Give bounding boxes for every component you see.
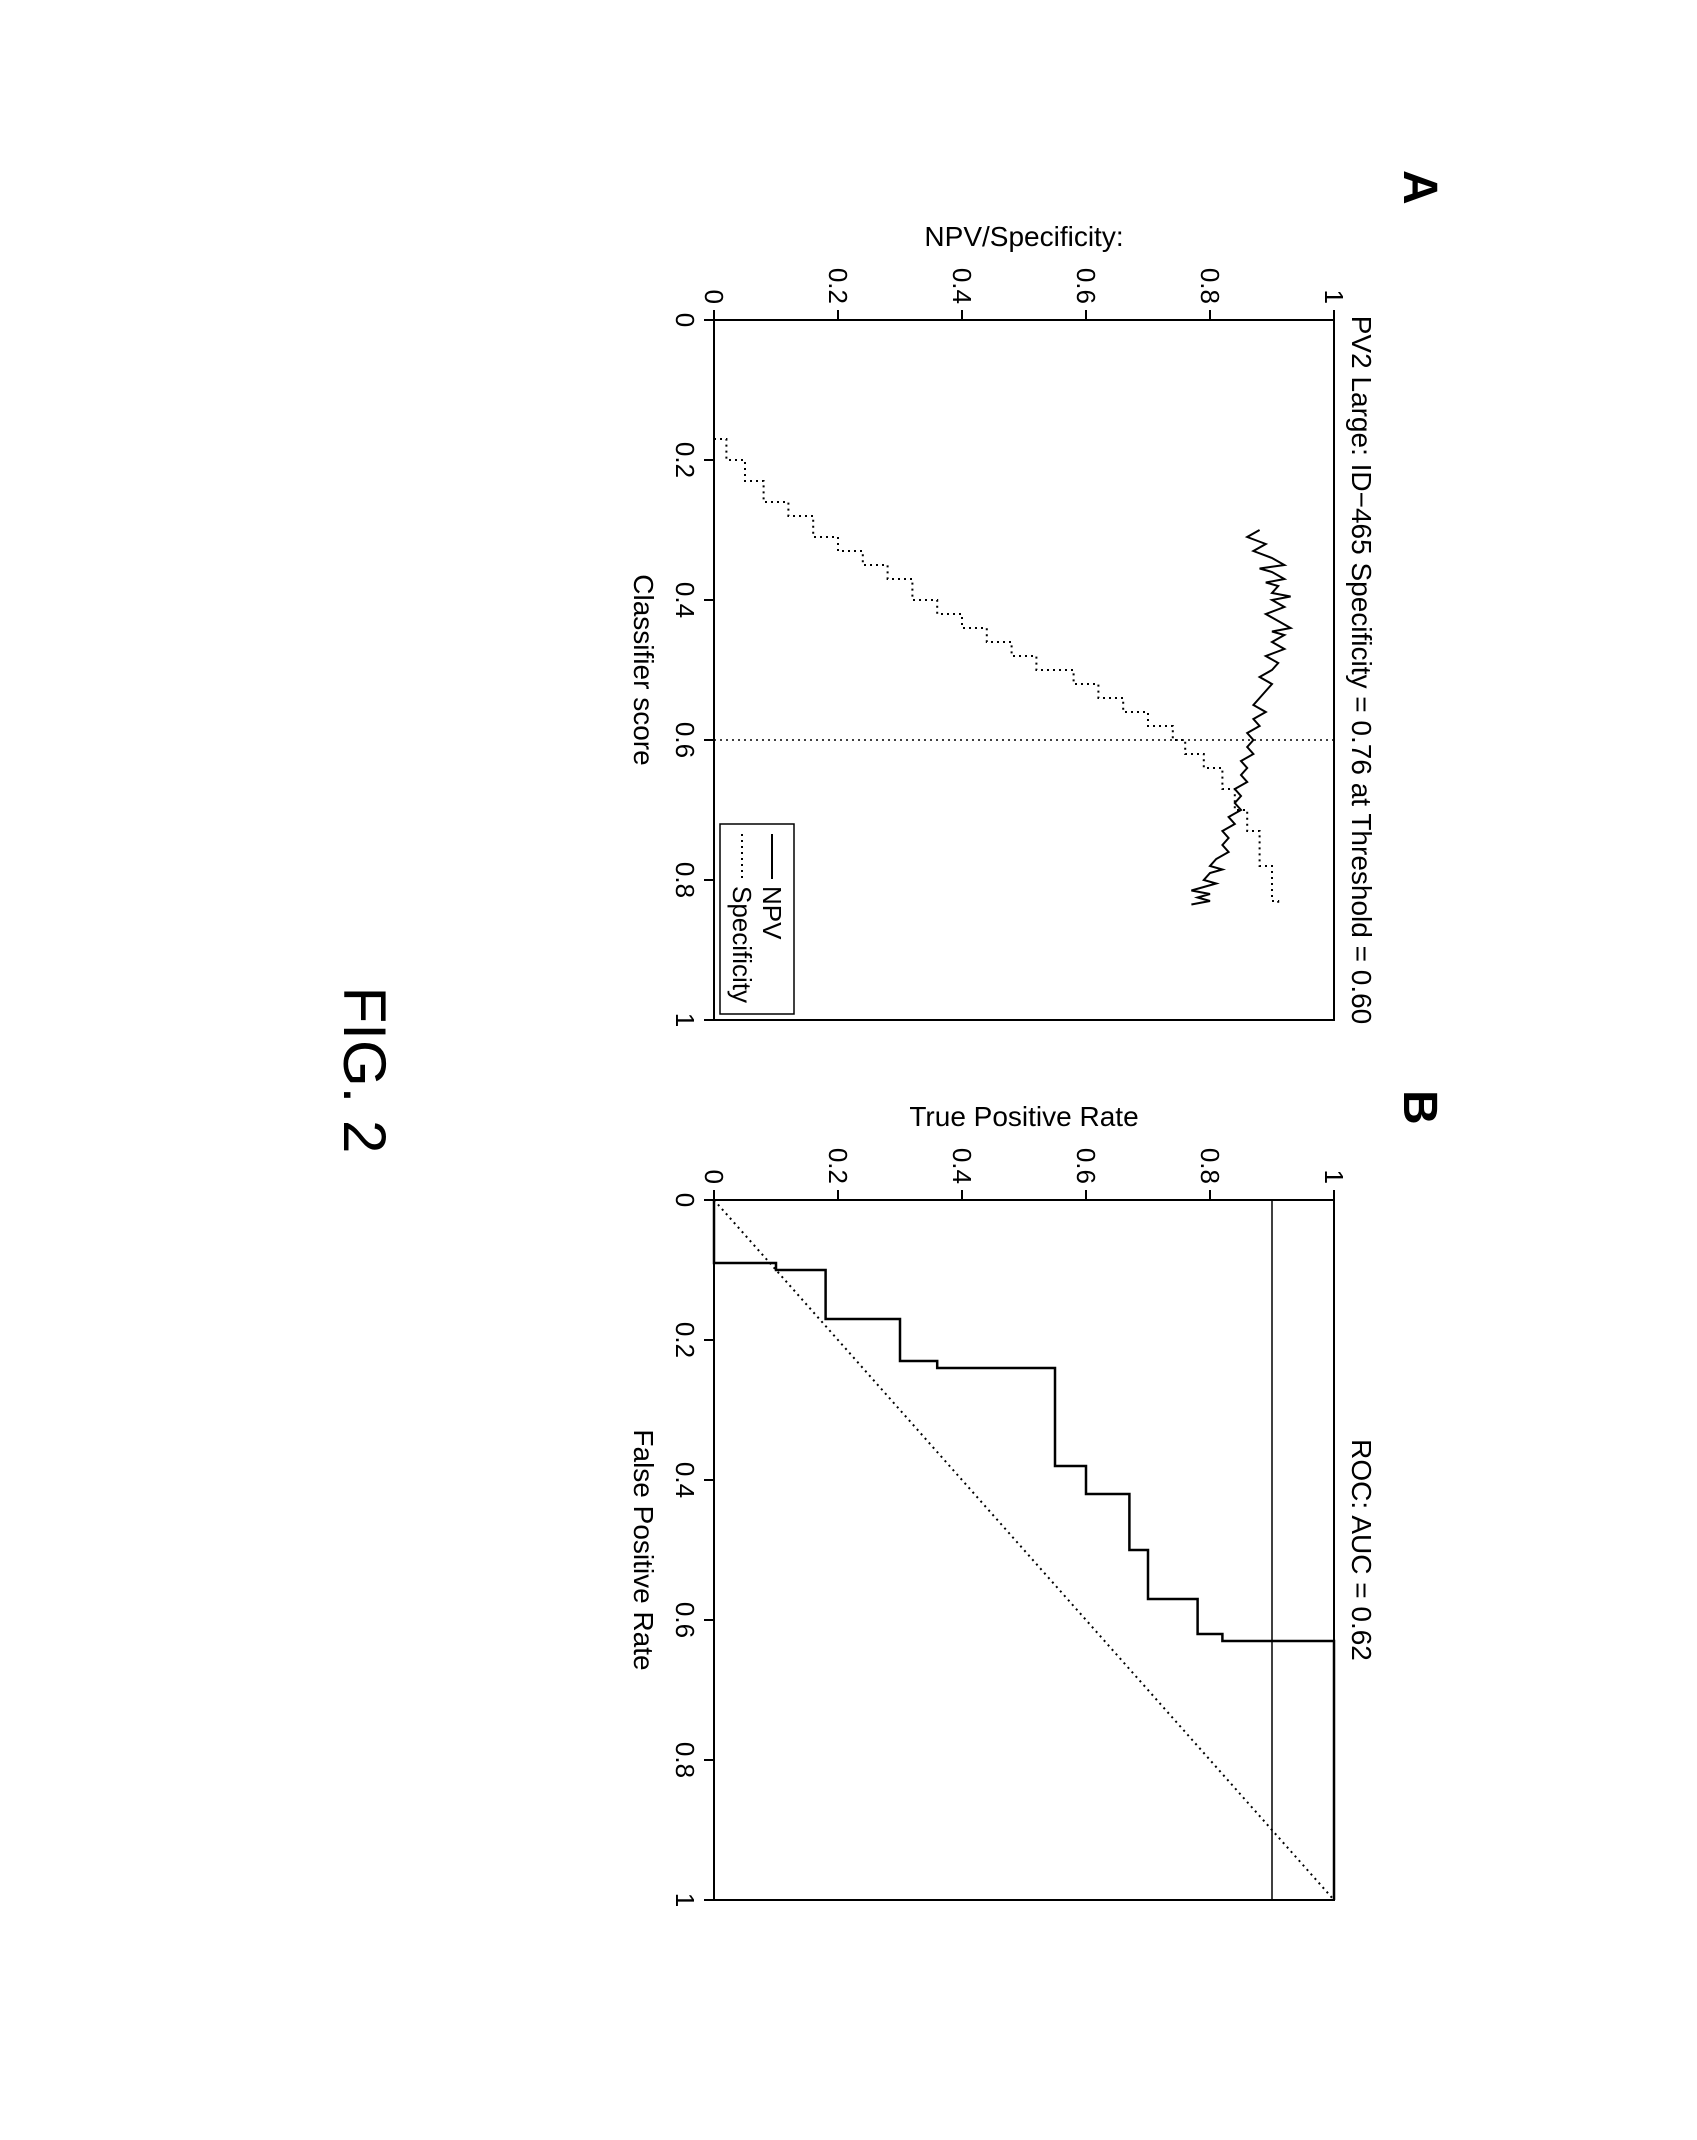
panel-letter-b: B: [1393, 1090, 1446, 1125]
panel-title: PV2 Large: ID−465 Specificity = 0.76 at …: [1346, 316, 1377, 1025]
ytick-label: 0.2: [822, 1148, 852, 1184]
legend-label-npv: NPV: [756, 886, 786, 940]
ytick-label: 1: [1318, 1170, 1348, 1184]
npv-line: [1191, 530, 1290, 905]
specificity-line: [714, 439, 1278, 905]
panel-letter-a: A: [1393, 170, 1446, 205]
xtick-label: 0: [670, 1193, 700, 1207]
ytick-label: 0: [698, 1170, 728, 1184]
figure-svg: 0 0.2 0.4 0.6 0.8 1 0 0.2 0.4 0.6 0.8 1 Classifier s…: [224, 120, 1474, 2020]
xtick-label: 0.2: [670, 1322, 700, 1358]
xtick-label: 0: [670, 313, 700, 327]
xtick-label: 0.6: [670, 722, 700, 758]
page: 0 0.2 0.4 0.6 0.8 1 0 0.2 0.4 0.6 0.8 1 Classifier s…: [0, 0, 1697, 2140]
xtick-label: 0.8: [670, 862, 700, 898]
diagonal-line: [714, 1200, 1334, 1900]
xlabel: False Positive Rate: [628, 1429, 659, 1670]
xtick-label: 0.6: [670, 1602, 700, 1638]
figure-container: 0 0.2 0.4 0.6 0.8 1 0 0.2 0.4 0.6 0.8 1 Classifier s…: [224, 120, 1474, 2020]
ytick-label: 0.8: [1194, 1148, 1224, 1184]
ytick-label: 0.2: [822, 268, 852, 304]
xtick-label: 1: [670, 1893, 700, 1907]
xtick-label: 0.4: [670, 1462, 700, 1498]
figure-caption: FIG. 2: [331, 987, 398, 1154]
xtick-label: 1: [670, 1013, 700, 1027]
ytick-label: 0: [698, 290, 728, 304]
panel-title: ROC: AUC = 0.62: [1346, 1439, 1377, 1661]
ytick-label: 1: [1318, 290, 1348, 304]
ylabel: True Positive Rate: [909, 1101, 1138, 1132]
legend-label-spec: Specificity: [726, 886, 756, 1003]
plot-box: [714, 320, 1334, 1020]
xtick-label: 0.8: [670, 1742, 700, 1778]
ytick-label: 0.8: [1194, 268, 1224, 304]
ytick-label: 0.6: [1070, 268, 1100, 304]
xtick-label: 0.2: [670, 442, 700, 478]
ytick-label: 0.6: [1070, 1148, 1100, 1184]
ylabel: NPV/Specificity:: [924, 221, 1123, 252]
xlabel: Classifier score: [628, 574, 659, 765]
ytick-label: 0.4: [946, 268, 976, 304]
xtick-label: 0.4: [670, 582, 700, 618]
ytick-label: 0.4: [946, 1148, 976, 1184]
